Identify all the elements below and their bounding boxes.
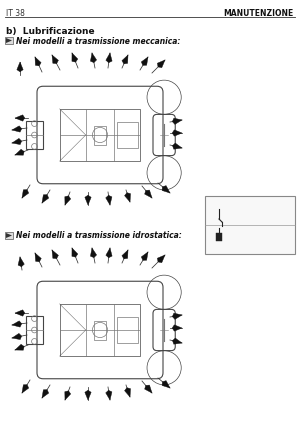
- Polygon shape: [85, 390, 91, 400]
- Bar: [26, 121, 43, 149]
- Polygon shape: [42, 195, 49, 203]
- Polygon shape: [18, 257, 24, 267]
- Polygon shape: [106, 390, 112, 400]
- Polygon shape: [90, 248, 97, 258]
- Bar: [60, 304, 140, 356]
- Polygon shape: [15, 344, 24, 350]
- Polygon shape: [35, 57, 41, 66]
- Bar: [94, 126, 106, 144]
- Text: Nei modelli a trasmissione idrostatica:: Nei modelli a trasmissione idrostatica:: [16, 231, 182, 241]
- Polygon shape: [6, 38, 12, 43]
- Polygon shape: [15, 149, 24, 155]
- Text: GRASSO: GRASSO: [227, 208, 259, 214]
- Polygon shape: [122, 250, 128, 259]
- Polygon shape: [106, 195, 112, 205]
- Polygon shape: [106, 53, 112, 63]
- Polygon shape: [162, 381, 170, 388]
- Polygon shape: [122, 55, 128, 64]
- Polygon shape: [85, 195, 91, 205]
- Polygon shape: [22, 385, 29, 393]
- Polygon shape: [157, 255, 165, 263]
- Polygon shape: [172, 338, 182, 344]
- Bar: [26, 316, 43, 344]
- Polygon shape: [22, 190, 29, 198]
- Polygon shape: [172, 143, 182, 149]
- Polygon shape: [172, 118, 182, 124]
- Polygon shape: [65, 196, 71, 205]
- Polygon shape: [72, 248, 78, 257]
- Polygon shape: [12, 126, 22, 132]
- Polygon shape: [52, 55, 59, 63]
- Polygon shape: [90, 53, 97, 63]
- Polygon shape: [145, 190, 152, 198]
- Bar: [118, 317, 138, 343]
- Polygon shape: [35, 253, 41, 262]
- Polygon shape: [157, 60, 165, 68]
- Text: b)  Lubrificazione: b) Lubrificazione: [6, 27, 94, 36]
- Bar: [216, 233, 222, 241]
- Polygon shape: [124, 388, 130, 397]
- Polygon shape: [172, 325, 182, 331]
- Polygon shape: [124, 193, 130, 202]
- Polygon shape: [141, 252, 148, 260]
- Polygon shape: [145, 385, 152, 393]
- Bar: [5, 37, 13, 44]
- Text: IT 38: IT 38: [6, 9, 25, 17]
- Polygon shape: [72, 53, 78, 62]
- Polygon shape: [141, 57, 148, 65]
- Polygon shape: [65, 391, 71, 400]
- Bar: [94, 320, 106, 340]
- Bar: [205, 196, 295, 254]
- Polygon shape: [15, 310, 25, 316]
- Polygon shape: [172, 313, 182, 320]
- Bar: [5, 232, 13, 239]
- Polygon shape: [42, 390, 49, 398]
- Polygon shape: [12, 138, 22, 144]
- Text: OLIO - SAE 30: OLIO - SAE 30: [227, 236, 281, 242]
- Bar: [60, 109, 140, 161]
- Polygon shape: [15, 115, 25, 121]
- Polygon shape: [172, 130, 182, 136]
- Polygon shape: [52, 250, 59, 259]
- Polygon shape: [6, 233, 12, 238]
- Polygon shape: [17, 62, 23, 72]
- Text: Nei modelli a trasmissione meccanica:: Nei modelli a trasmissione meccanica:: [16, 37, 180, 46]
- Polygon shape: [12, 334, 22, 340]
- Polygon shape: [162, 186, 170, 193]
- Polygon shape: [106, 248, 112, 258]
- Bar: [118, 122, 138, 148]
- Polygon shape: [12, 321, 22, 327]
- Text: MANUTENZIONE: MANUTENZIONE: [224, 9, 294, 17]
